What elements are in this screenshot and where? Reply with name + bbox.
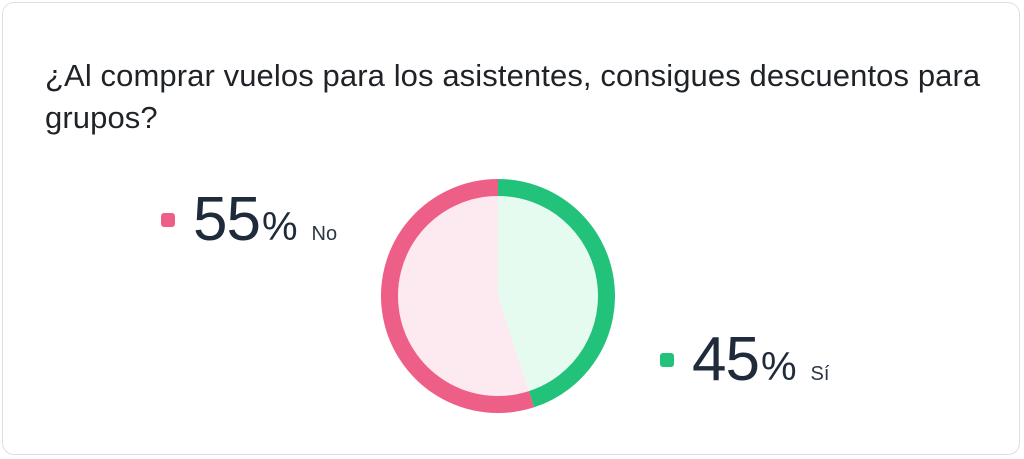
legend-label-si: Sí xyxy=(810,363,830,385)
percent-sign-si: % xyxy=(760,345,797,389)
question-title: ¿Al comprar vuelos para los asistentes, … xyxy=(45,58,981,135)
legend-swatch-no xyxy=(161,213,175,227)
legend-swatch-si xyxy=(660,353,674,367)
percent-sign-no: % xyxy=(261,205,298,249)
pie-slice-fill-si xyxy=(498,196,598,392)
legend-value-si: 45 xyxy=(692,325,760,394)
legend-item-si: 45 % Sí xyxy=(660,329,829,391)
legend-value-no: 55 xyxy=(193,185,261,254)
legend-item-no: 55 % No xyxy=(161,189,337,251)
pie-chart xyxy=(381,179,615,413)
pie-slice-ring-si xyxy=(497,179,615,408)
legend-label-no: No xyxy=(311,223,338,245)
pie-slice-ring-no xyxy=(381,179,535,413)
pie-slice-fill-no xyxy=(398,196,529,396)
